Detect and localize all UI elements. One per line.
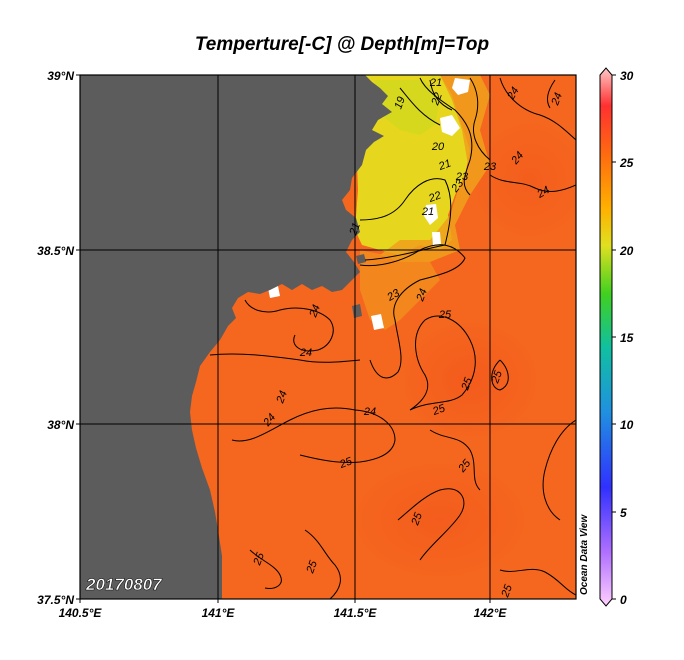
contour-label: 21 [436,157,453,173]
contour-label: 25 [438,309,452,321]
land-mass [80,75,392,599]
lon-label-141-5: 141.5°E [334,606,378,620]
map-frame [79,74,577,600]
colorbar-tick-label: 5 [620,506,627,520]
contour-line [429,79,453,111]
contour-line [429,429,481,491]
contour-label: 25 [459,375,475,392]
watermark-text: Ocean Data View [579,514,590,595]
contour-label: 25 [499,582,515,599]
missing-data [371,314,384,330]
warm-patch [350,460,530,580]
lat-label-38-5: 38.5°N [37,244,74,258]
date-stamp: 20170807 [85,575,163,594]
contour-label: 19 [392,95,407,111]
missing-data [424,204,438,225]
contour-label: 24 [363,406,376,418]
lat-label-39: 39°N [47,69,74,83]
contour-line [304,529,341,599]
cool-water-core [375,80,440,135]
map-title: Temperture[-C] @ Depth[m]=Top [194,34,490,55]
lat-label-38: 38°N [47,418,74,432]
contour-label: 25 [337,455,354,471]
transition-water [380,75,490,262]
contour-label: 24 [307,303,323,320]
contour-label: 25 [489,368,505,385]
contour-label: 21 [347,221,363,238]
contour-line [399,87,441,126]
contour-line [491,359,509,391]
lon-label-141: 141°E [202,606,236,620]
missing-data [432,232,441,246]
colorbar-tick-label: 25 [619,156,634,170]
contour-label: 23 [455,171,469,183]
contour-label: 22 [426,189,443,205]
contour-label: 24 [549,91,565,108]
contour-line [249,549,282,589]
contour-line [244,299,334,352]
contour-label: 20 [431,141,445,153]
contour-label: 22 [429,91,445,108]
colorbar-tick-label: 0 [620,593,627,607]
lat-label-37-5: 37.5°N [37,593,74,607]
contour-label: 24 [299,347,312,359]
contour-label: 23 [483,161,497,173]
contour-line [547,79,556,109]
contour-line [409,315,476,411]
missing-data [440,115,460,136]
contour-line [499,568,576,596]
contour-line [231,407,396,463]
warm-patch [400,320,540,440]
colorbar-tick-label: 10 [620,418,634,432]
lon-label-140-5: 140.5°E [59,606,103,620]
missing-data [452,78,470,95]
colorbar-tick-label: 20 [619,244,634,258]
lon-label-142: 142°E [474,606,508,620]
colorbar-tick-label: 15 [620,331,634,345]
contour-label: 24 [274,389,290,406]
contour-label: 24 [534,184,551,201]
colorbar-tick-label: 30 [620,69,634,83]
contour-line [489,174,576,192]
contour-label: 25 [409,510,425,527]
warm-patch [470,120,576,240]
colorbar [599,67,613,607]
island [356,254,366,264]
contour-label: 25 [251,550,267,567]
contour-label: 24 [414,287,430,304]
contour-label: 24 [505,85,522,102]
contour-line [499,77,576,141]
contour-line [209,353,361,363]
contour-line [359,178,452,261]
contour-label: 21 [429,77,442,89]
contour-line [397,488,465,561]
contour-line [419,77,473,196]
transition-water [360,250,440,330]
contour-line [542,419,576,521]
contour-label: 25 [430,402,447,418]
contour-label: 25 [304,558,320,575]
contour-line [469,77,491,161]
contour-label: 21 [421,206,434,218]
